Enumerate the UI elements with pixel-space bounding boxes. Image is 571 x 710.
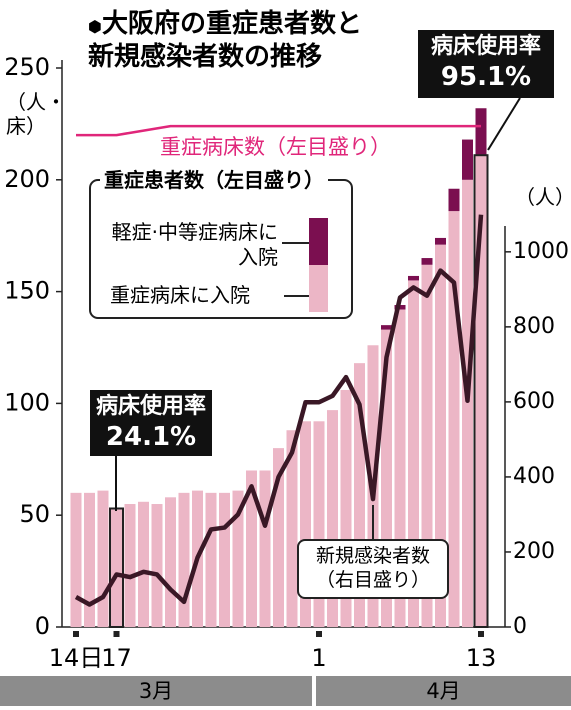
y-axis-label: （人・床） (6, 90, 66, 138)
month-band (0, 676, 312, 706)
bar (354, 363, 365, 627)
y2-axis-label: （人） (515, 185, 571, 209)
annotation-leader (487, 97, 521, 151)
bar (381, 325, 392, 330)
bar (205, 492, 217, 627)
annotation-text: 病床使用率 (95, 394, 206, 419)
bar (408, 275, 419, 281)
bar (435, 244, 446, 628)
annotation-box (418, 30, 554, 98)
chart-title: ⬢大阪府の重症患者数と新規感染者数の推移 (88, 9, 362, 72)
legend-title: 重症患者数（左目盛り） (100, 168, 328, 193)
bar (448, 211, 460, 627)
x-tick (113, 631, 120, 637)
bar (340, 389, 352, 627)
bar (435, 237, 446, 245)
y-tick-label: 100 (4, 388, 50, 416)
month-band (316, 676, 571, 706)
annotation: 病床使用率 24.1% (92, 393, 210, 453)
bar (151, 504, 163, 627)
y-tick-label: 250 (4, 53, 50, 81)
bar (273, 448, 284, 627)
y2-tick-label: 800 (513, 314, 555, 339)
bar (246, 470, 257, 627)
line-series (76, 124, 481, 137)
x-tick (316, 631, 322, 637)
annotation-value: 24.1% (105, 421, 197, 452)
bar (408, 280, 419, 627)
x-tick (73, 631, 79, 637)
bar (84, 492, 95, 627)
bar (232, 490, 244, 627)
annotation-box (90, 390, 212, 456)
line-series (74, 214, 484, 607)
annotation-text: 病床使用率 (430, 34, 541, 59)
y2-tick-label: 600 (513, 389, 555, 414)
bar (327, 410, 338, 627)
bar (259, 470, 271, 627)
bar (448, 188, 460, 212)
bar (421, 264, 433, 627)
month-label: 4月 (426, 679, 460, 703)
bar (70, 492, 82, 627)
bar (300, 421, 311, 627)
x-tick-label: 14日 (49, 644, 104, 672)
y-tick-label: 200 (4, 165, 50, 193)
y2-tick-label: 200 (513, 539, 555, 564)
month-label: 3月 (139, 679, 173, 703)
bar (462, 139, 473, 180)
y-tick-label: 150 (4, 277, 50, 305)
legend-label: 重症病床に入院 (110, 283, 250, 307)
x-tick-label: 13 (466, 644, 497, 672)
bar (394, 309, 406, 627)
bar (462, 179, 473, 628)
y-tick-label: 50 (19, 500, 50, 528)
legend-swatch (309, 218, 328, 265)
bar (219, 492, 230, 627)
bar (178, 492, 190, 627)
bar (124, 504, 136, 627)
y-tick-label: 0 (35, 612, 50, 640)
chart-title-text: 大阪府の重症患者数と新規感染者数の推移 (88, 9, 362, 72)
y2-tick-label: 1000 (513, 239, 569, 264)
y2-tick-label: 0 (513, 614, 527, 639)
bar (138, 501, 149, 627)
infection-label: 新規感染者数（右目盛り） (315, 545, 430, 591)
annotation-value: 95.1% (440, 61, 532, 92)
legend-swatch (309, 265, 328, 312)
bar (421, 258, 433, 265)
x-tick (478, 631, 484, 637)
y2-tick-label: 400 (513, 464, 555, 489)
legend-label: 軽症·中等症病床に入院 (111, 220, 278, 269)
bar (381, 329, 392, 627)
bar (111, 508, 122, 627)
bar-outline (473, 154, 489, 628)
x-tick-label: 17 (101, 644, 132, 672)
annotation: 病床使用率 95.1% (420, 33, 552, 93)
bar (475, 155, 487, 628)
bar (475, 108, 487, 156)
bar (165, 497, 176, 627)
bar (286, 430, 298, 627)
bar (97, 490, 109, 627)
x-tick-label: 1 (311, 644, 326, 672)
bar (313, 421, 325, 627)
bed-line-label: 重症病床数（左目盛り） (160, 135, 391, 159)
